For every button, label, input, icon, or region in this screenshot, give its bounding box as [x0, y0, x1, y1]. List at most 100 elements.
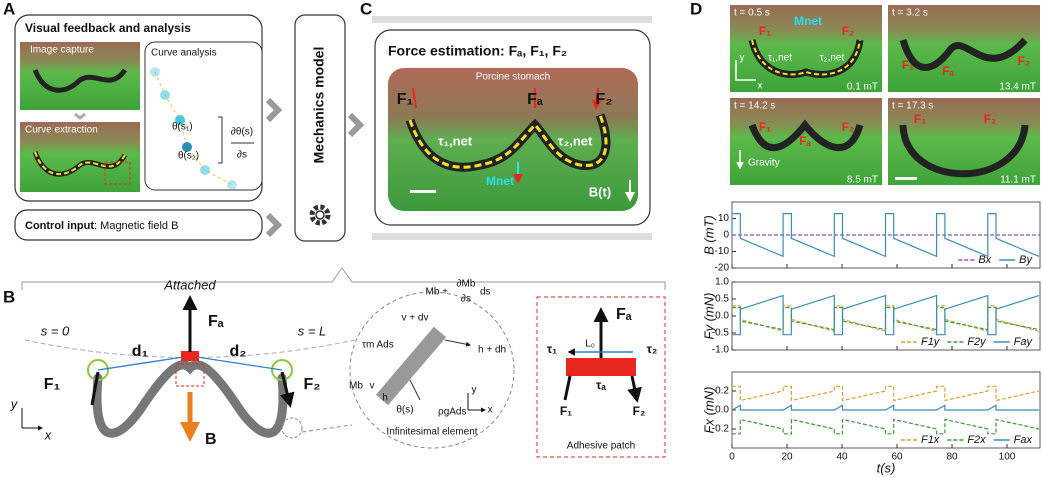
- x-tick-label: 0: [729, 452, 735, 463]
- theta-s1: θ(s₁): [172, 122, 193, 133]
- f1: F₁: [560, 404, 572, 418]
- axis-x: x: [44, 427, 52, 442]
- reference-curve: [24, 339, 356, 358]
- texts: A B C D Visual feedback and analysis Image ca…: [3, 0, 1036, 452]
- d1: d₁: [132, 343, 149, 360]
- gravity: Gravity: [748, 158, 780, 169]
- y-tick-label: -1.0: [712, 345, 730, 356]
- end-circle: [271, 359, 293, 381]
- f1: F₁: [902, 58, 914, 72]
- element-rod: [375, 326, 447, 406]
- title: Visual feedback and analysis: [25, 21, 191, 35]
- curve-analysis: Curve analysis: [151, 48, 217, 59]
- element-axes: [467, 393, 485, 410]
- tau2: τ₂: [647, 342, 658, 356]
- robot-body: [92, 360, 288, 438]
- time: t = 17.3 s: [892, 101, 933, 112]
- series-line: [732, 418, 1040, 435]
- attached: Attached: [163, 277, 216, 292]
- chevron: [265, 97, 283, 123]
- f1: F₁: [44, 376, 61, 393]
- f2: F₂: [842, 24, 855, 38]
- field: 11.1 mT: [1000, 175, 1036, 186]
- field: 13.4 mT: [999, 82, 1036, 93]
- y-tick-label: -10: [715, 246, 730, 257]
- tau-m: τm Ads: [362, 340, 394, 351]
- v-dv: v + dv: [402, 313, 429, 324]
- y-tick-label: 0.2: [715, 386, 729, 397]
- force-box: [374, 29, 651, 226]
- tau1: τ₁,net: [438, 133, 473, 148]
- d2: d₂: [230, 343, 247, 360]
- time: t = 14.2 s: [734, 101, 775, 112]
- photo-d3: [730, 98, 882, 185]
- panel-labels: C: [360, 0, 372, 18]
- force-arrows: [412, 87, 598, 108]
- axis-y: y: [10, 396, 19, 411]
- b: B: [205, 431, 217, 448]
- mb-plus: Mb +: [425, 287, 448, 298]
- caption: Adhesive patch: [567, 441, 635, 452]
- bracket: [218, 116, 254, 164]
- f2: F₂: [304, 376, 321, 393]
- robot: [32, 68, 128, 93]
- bar: [372, 233, 652, 240]
- photo-extraction: [20, 122, 140, 192]
- y-tick-label: -0.2: [712, 424, 730, 435]
- tau2: τ₂,net: [820, 53, 845, 64]
- legend-label: Fay: [1014, 336, 1034, 348]
- fa: Fₐ: [799, 134, 811, 148]
- legend-label: Fax: [1014, 434, 1033, 446]
- f2: F₂: [1018, 54, 1031, 68]
- h-dh: h + dh: [478, 345, 506, 356]
- plots: -20 -10 0 10B (mT) By Bx -1.0 -0.5 0.0 0.5 1.0 Fy (…: [701, 201, 1041, 475]
- f1: F₁: [759, 120, 771, 134]
- title: Force estimation: Fₐ, F₁, F₂: [388, 43, 567, 59]
- tau1: τ₁: [547, 342, 557, 356]
- f2: F₂: [842, 120, 855, 134]
- taua: τₐ: [596, 378, 606, 392]
- chevron: [347, 112, 365, 138]
- dmb: ∂Mb: [457, 279, 476, 290]
- scale-bar: [895, 177, 917, 180]
- x-tick-label: 20: [781, 452, 793, 463]
- legend-label: By: [1019, 254, 1033, 266]
- element-ellipse: [349, 291, 515, 449]
- attached-patch: [181, 351, 199, 361]
- bar: [372, 16, 652, 23]
- patch-forces: [563, 375, 637, 400]
- curve: [34, 151, 126, 176]
- axis-x: x: [488, 405, 493, 416]
- y-tick-label: 0.0: [715, 311, 729, 322]
- axis-x: x: [758, 81, 763, 92]
- axes: [735, 60, 756, 81]
- layout: [14, 5, 1040, 458]
- ds-frac: ∂s: [461, 294, 471, 305]
- robot: [899, 37, 1028, 71]
- control-input: Control input: Magnetic field B: [25, 220, 178, 232]
- panel-labels: B: [3, 287, 15, 306]
- caption: Infinitesimal element: [386, 427, 477, 438]
- legend-label: F2y: [967, 336, 987, 348]
- y-tick-label: -20: [715, 263, 730, 274]
- gear-icon: [309, 204, 331, 226]
- nodes: [150, 67, 237, 190]
- rho: ρgAds: [438, 407, 466, 418]
- theta-s2: θ(s₂): [178, 151, 199, 162]
- f1: F₁: [914, 112, 926, 126]
- x-tick-label: 40: [836, 452, 848, 463]
- patch-box: [536, 296, 666, 458]
- field: 0.1 mT: [847, 82, 878, 93]
- f1: F₁: [759, 24, 771, 38]
- mechanics-box: [294, 14, 346, 242]
- x-axis-label: t(s): [877, 460, 896, 475]
- tau2: τ₂,net: [558, 133, 593, 148]
- mb: Mb: [349, 381, 363, 392]
- chevron: [265, 212, 283, 238]
- robot: [748, 119, 864, 151]
- legend-label: Bx: [978, 254, 991, 266]
- derivative-bottom: ∂s: [237, 150, 247, 161]
- series-line: [731, 213, 1040, 258]
- y-tick-label: 10: [718, 213, 730, 224]
- f2: F₂: [633, 404, 646, 418]
